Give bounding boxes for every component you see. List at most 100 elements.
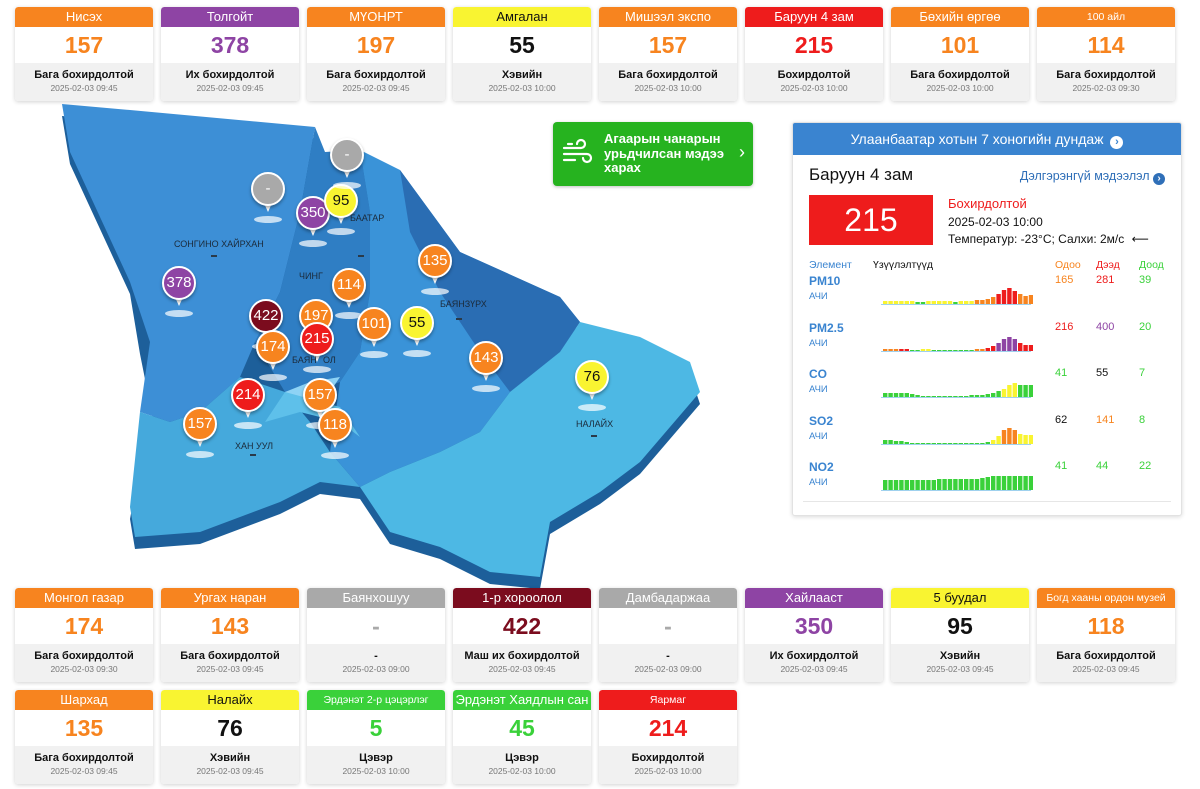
aqi-status: Бага бохирдолтой (34, 69, 134, 81)
trend-bar (1018, 476, 1023, 490)
station-card[interactable]: 100 айл 114 Бага бохирдолтой 2025-02-03 09:… (1037, 7, 1175, 101)
value-now: 41 (1055, 460, 1068, 472)
pin-shadow (403, 350, 431, 357)
pin-tail (312, 351, 322, 362)
pollutant-row[interactable]: PM2.5 АЧИ 216 400 20 (793, 320, 1181, 367)
pollutant-unit: АЧИ (809, 384, 828, 395)
station-card[interactable]: Баянхошуу - - 2025-02-03 09:00 (307, 588, 445, 682)
trend-bar (980, 478, 985, 490)
pin-tail (344, 297, 354, 308)
trend-bar (910, 394, 915, 397)
station-pin[interactable]: - (330, 138, 364, 189)
pin-tail (263, 201, 273, 212)
trend-bar (1018, 342, 1023, 351)
weekly-average-link[interactable]: Улаанбаатар хотын 7 хоногийн дундаж › (793, 123, 1181, 155)
aqi-status: Маш их бохирдолтой (464, 650, 580, 662)
station-pin[interactable]: 101 (357, 307, 391, 358)
station-pin[interactable]: 118 (318, 408, 352, 459)
forecast-button[interactable]: Агаарын чанарын урьдчилсан мэдээ харах › (553, 122, 753, 186)
station-pin[interactable]: - (251, 172, 285, 223)
trend-bar (915, 442, 920, 444)
station-pin[interactable]: 135 (418, 244, 452, 295)
station-card[interactable]: Шархад 135 Бага бохирдолтой 2025-02-03 09:4… (15, 690, 153, 784)
station-pin[interactable]: 55 (400, 306, 434, 357)
station-card[interactable]: 1-р хороолол 422 Маш их бохирдолтой 2025-02… (453, 588, 591, 682)
station-pin[interactable]: 378 (162, 266, 196, 317)
trend-bar (991, 345, 996, 351)
trend-bar (1007, 336, 1012, 351)
trend-bar (974, 395, 980, 397)
column-min: Доод (1139, 259, 1164, 271)
trend-bar (942, 301, 947, 304)
station-card[interactable]: Ургах наран 143 Бага бохирдолтой 2025-02-03… (161, 588, 299, 682)
trend-bar (1023, 434, 1028, 444)
station-pin[interactable]: 174 (256, 330, 290, 381)
station-card[interactable]: Богд хааны ордон музей 118 Бага бохирдолто… (1037, 588, 1175, 682)
station-card[interactable]: Эрдэнэт 2-р цэцэрлэг 5 Цэвэр 2025-02-03 10:… (307, 690, 445, 784)
station-card[interactable]: Яармаг 214 Бохирдолтой 2025-02-03 10:00 (599, 690, 737, 784)
pin-shadow (259, 374, 287, 381)
trend-bar (893, 440, 899, 444)
station-pin[interactable]: 157 (183, 407, 217, 458)
value-min: 20 (1139, 320, 1152, 333)
trend-bar (904, 480, 909, 490)
station-card[interactable]: Нисэх 157 Бага бохирдолтой 2025-02-03 09:45 (15, 7, 153, 101)
station-card[interactable]: Налайх 76 Хэвийн 2025-02-03 09:45 (161, 690, 299, 784)
station-card[interactable]: Мишээл экспо 157 Бага бохирдолтой 2025-02-0… (599, 7, 737, 101)
station-name: Эрдэнэт Хаядлын сан (453, 690, 591, 710)
station-card[interactable]: Толгойт 378 Их бохирдолтой 2025-02-03 09:45 (161, 7, 299, 101)
station-card[interactable]: Монгол газар 174 Бага бохирдолтой 2025-02-0… (15, 588, 153, 682)
aqi-status: - (666, 650, 670, 662)
panel-divider (803, 501, 1171, 502)
pin-value: 114 (332, 268, 366, 302)
trend-bar (883, 439, 888, 444)
aqi-value: 118 (1087, 613, 1125, 639)
pin-tail (315, 407, 325, 418)
trend-bar (904, 301, 909, 304)
measurement-time: 2025-02-03 10:00 (948, 215, 1043, 229)
aqi-value: 157 (64, 32, 104, 58)
card-footer: Хэвийн 2025-02-03 09:45 (161, 746, 299, 784)
ulaanbaatar-map[interactable]: 378-350 95-135 114 197 422 215 174 101 55 143 76 21… (40, 92, 760, 592)
station-pin[interactable]: 114 (332, 268, 366, 319)
trend-bar (991, 439, 996, 444)
station-pin[interactable]: 215 (300, 322, 334, 373)
pollutant-row[interactable]: CO АЧИ 41 55 7 (793, 367, 1181, 413)
trend-bar (915, 480, 920, 490)
trend-bar (893, 301, 899, 304)
pollutant-row[interactable]: NO2 АЧИ 41 44 22 (793, 460, 1181, 506)
aqi-value: - (372, 613, 380, 639)
trend-bar (883, 480, 888, 490)
timestamp: 2025-02-03 09:45 (780, 664, 848, 674)
trend-bar (920, 396, 926, 397)
trend-bar (964, 301, 969, 304)
station-pin[interactable]: 214 (231, 378, 265, 429)
more-info-link[interactable]: Дэлгэрэнгүй мэдээлэл › (1020, 169, 1165, 185)
pollutant-row[interactable]: SO2 АЧИ 62 141 8 (793, 414, 1181, 460)
station-card[interactable]: МҮОНРТ 197 Бага бохирдолтой 2025-02-03 09:4… (307, 7, 445, 101)
station-card[interactable]: Эрдэнэт Хаядлын сан 45 Цэвэр 2025-02-03 10:… (453, 690, 591, 784)
trend-bar (964, 349, 969, 351)
trend-bar (888, 480, 893, 490)
station-card[interactable]: Хайлааст 350 Их бохирдолтой 2025-02-03 09:4… (745, 588, 883, 682)
station-pin[interactable]: 76 (575, 360, 609, 411)
station-card[interactable]: Дамбадаржаа - - 2025-02-03 09:00 (599, 588, 737, 682)
station-card[interactable]: Бөхийн өргөө 101 Бага бохирдолтой 2025-02-0… (891, 7, 1029, 101)
station-card[interactable]: Баруун 4 зам 215 Бохирдолтой 2025-02-03 10:… (745, 7, 883, 101)
pin-value: 76 (575, 360, 609, 394)
pin-value: 101 (357, 307, 391, 341)
pollutant-row[interactable]: PM10 АЧИ 165 281 39 (793, 274, 1181, 320)
station-pin[interactable]: 143 (469, 341, 503, 392)
pin-shadow (578, 404, 606, 411)
pin-shadow (360, 351, 388, 358)
station-card[interactable]: 5 буудал 95 Хэвийн 2025-02-03 09:45 (891, 588, 1029, 682)
station-name: Шархад (15, 690, 153, 710)
timestamp: 2025-02-03 09:45 (926, 664, 994, 674)
trend-bar (958, 349, 963, 351)
trend-bar (947, 301, 953, 304)
value-now: 216 (1055, 320, 1074, 333)
station-pin[interactable]: 95 (324, 184, 358, 235)
station-card[interactable]: Амгалан 55 Хэвийн 2025-02-03 10:00 (453, 7, 591, 101)
trend-chart (881, 476, 1033, 491)
trend-bar (953, 479, 958, 490)
